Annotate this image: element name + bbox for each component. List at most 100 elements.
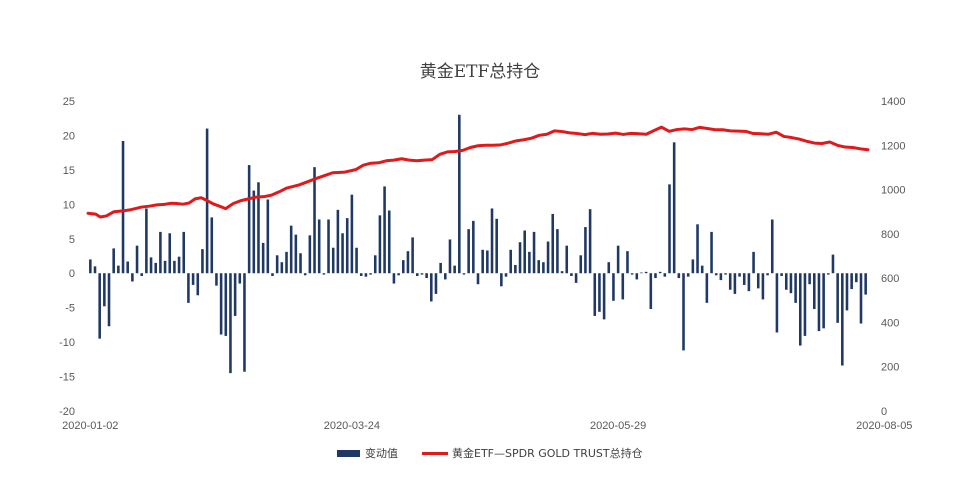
right-tick-label: 1200	[881, 140, 905, 152]
bar	[490, 208, 494, 274]
bar	[616, 245, 620, 274]
bar	[266, 199, 270, 274]
bar	[201, 249, 204, 274]
right-tick-label: 1400	[881, 96, 905, 108]
bar	[327, 219, 330, 274]
chart-title: 黄金ETF总持仓	[420, 62, 541, 82]
bar	[392, 273, 396, 284]
bar	[556, 229, 559, 274]
bar	[177, 256, 181, 274]
bar	[677, 273, 681, 279]
bar	[103, 273, 106, 307]
bar	[747, 273, 751, 292]
bar	[770, 219, 774, 274]
bar	[789, 273, 793, 294]
bar	[607, 262, 611, 274]
bar	[686, 273, 690, 277]
bar	[149, 257, 153, 274]
bar	[733, 273, 737, 294]
bar	[224, 273, 228, 336]
bar	[672, 142, 676, 274]
bar	[196, 273, 200, 296]
bar	[836, 273, 839, 323]
bar	[182, 231, 186, 274]
bar	[476, 273, 480, 285]
bar	[845, 273, 849, 311]
bar	[705, 273, 709, 303]
bar	[430, 273, 433, 302]
bar	[187, 273, 190, 303]
bar	[640, 272, 643, 274]
bar	[439, 262, 442, 274]
bar	[233, 273, 237, 316]
bar	[495, 218, 498, 274]
line-series	[86, 125, 870, 219]
bar	[210, 217, 214, 274]
legend: 变动值 黄金ETF—SPDR GOLD TRUST总持仓	[337, 446, 643, 460]
bar	[378, 215, 382, 274]
bar	[229, 273, 232, 374]
bar	[593, 273, 597, 316]
bar	[135, 245, 139, 274]
left-tick-label: -10	[59, 337, 75, 349]
bar	[761, 273, 765, 300]
bar	[738, 273, 741, 277]
bar	[168, 233, 172, 274]
bar	[855, 273, 858, 283]
left-tick-label: 0	[69, 268, 75, 280]
bar	[247, 165, 251, 274]
bar	[542, 262, 545, 274]
bar	[453, 265, 456, 274]
bar	[864, 273, 867, 295]
right-tick-label: 400	[881, 317, 899, 329]
bar	[481, 249, 484, 274]
bar	[285, 251, 288, 274]
bar	[383, 186, 386, 274]
x-axis: 2020-01-02 2020-03-24 2020-05-29 2020-08-05…	[62, 420, 912, 432]
bar	[154, 262, 158, 274]
bar	[700, 265, 704, 274]
bar	[243, 273, 246, 372]
bar	[369, 273, 372, 275]
bar	[822, 273, 825, 329]
x-tick-label: 2020-05-29	[590, 420, 646, 432]
bar	[719, 273, 723, 281]
bar	[444, 273, 447, 280]
bar	[425, 273, 428, 279]
bar	[630, 273, 634, 275]
bar	[644, 271, 648, 274]
bar	[756, 273, 760, 289]
bar	[570, 273, 573, 276]
bar	[724, 273, 727, 275]
x-tick-label: 2020-01-02	[62, 420, 118, 432]
bar	[275, 255, 279, 274]
bar	[486, 250, 489, 274]
bar	[696, 224, 699, 274]
bar	[728, 273, 732, 290]
bar	[798, 273, 802, 346]
holdings-line	[86, 125, 870, 219]
bar	[841, 273, 844, 366]
bar	[373, 255, 377, 274]
legend-line-label: 黄金ETF—SPDR GOLD TRUST总持仓	[452, 446, 643, 460]
bar	[163, 260, 167, 274]
bar	[621, 273, 625, 300]
bar	[537, 260, 540, 274]
bar	[775, 273, 779, 333]
bar	[649, 273, 653, 310]
bar	[355, 247, 358, 274]
bar	[528, 251, 531, 274]
bar	[401, 260, 405, 274]
bar	[663, 273, 667, 277]
bar	[308, 235, 312, 274]
bar	[742, 273, 746, 285]
bar	[803, 273, 807, 336]
left-tick-label: -20	[59, 406, 75, 418]
right-tick-label: 200	[881, 362, 899, 374]
bar	[626, 251, 629, 274]
legend-bar-label: 变动值	[365, 446, 398, 460]
legend-bar-swatch	[337, 450, 360, 457]
bar	[817, 273, 821, 332]
bar	[121, 140, 125, 274]
